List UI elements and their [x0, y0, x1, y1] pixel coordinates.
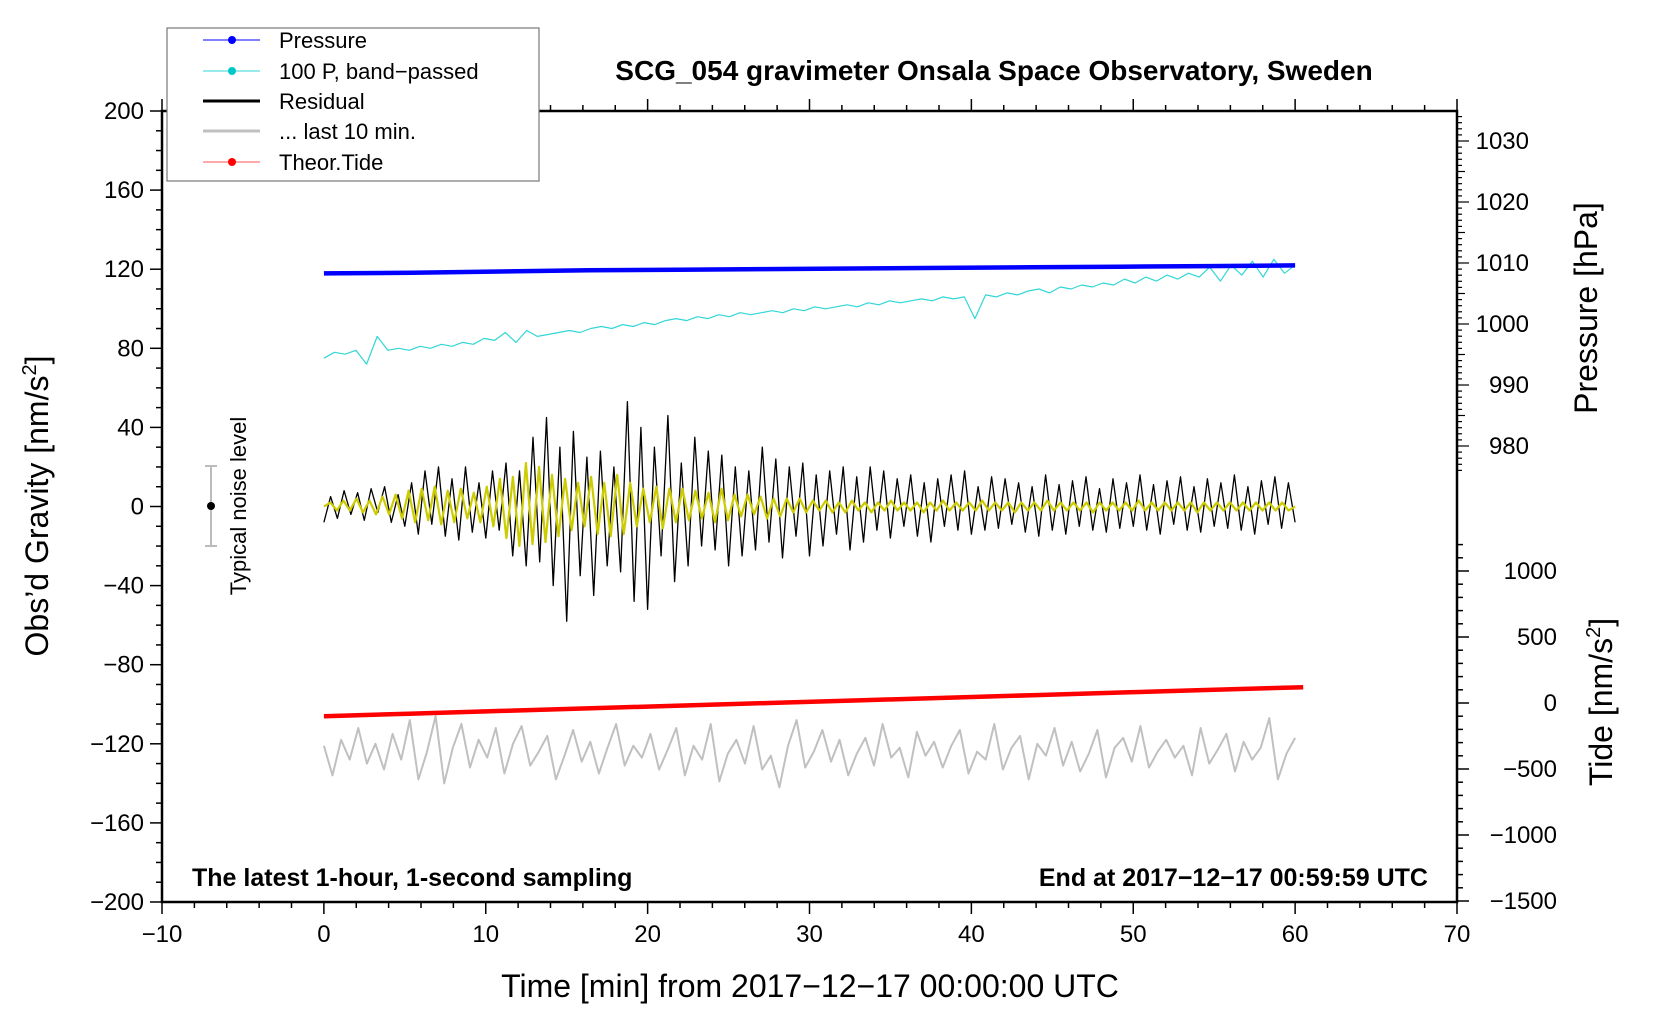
- tide-tick-label: 500: [1517, 624, 1557, 651]
- svg-text:100 P, band−passed: 100 P, band−passed: [279, 59, 479, 84]
- y-tick-label: −160: [90, 810, 144, 837]
- x-axis-label: Time [min] from 2017−12−17 00:00:00 UTC: [501, 968, 1119, 1004]
- noise-level-indicator: Typical noise level: [205, 417, 251, 596]
- y-tick-label: 40: [117, 414, 144, 441]
- last-10-min-line: [322, 715, 1296, 789]
- pressure-axis-label: Pressure [hPa]: [1568, 202, 1604, 414]
- legend-residual: Residual: [203, 89, 365, 114]
- tide-tick-label: −1500: [1490, 888, 1557, 915]
- pressure-tick-label: 980: [1489, 433, 1529, 460]
- tide-axis-label: Tide [nm/s2]: [1583, 618, 1619, 786]
- legend-theor-tide: Theor.Tide: [203, 150, 383, 175]
- svg-text:Theor.Tide: Theor.Tide: [279, 150, 383, 175]
- pressure-tick-label: 1030: [1476, 128, 1529, 155]
- series-group: [322, 258, 1304, 789]
- y-tick-label: 200: [104, 98, 144, 125]
- residual-line: [323, 401, 1296, 622]
- tide-tick-label: 0: [1544, 690, 1557, 717]
- legend-pressure: Pressure: [203, 28, 367, 53]
- x-tick-label: 70: [1444, 921, 1471, 948]
- x-tick-label: −10: [142, 921, 183, 948]
- residual-filtered-line: [323, 461, 1296, 548]
- x-tick-label: 0: [317, 921, 330, 948]
- y-tick-label: 0: [131, 494, 144, 521]
- theor-tide-line: [323, 684, 1304, 719]
- pressure-tick-label: 1010: [1476, 250, 1529, 277]
- axes: −10 0 10 20 30 40 50 60 7020016012080400−40−80−1…: [90, 98, 1557, 948]
- x-tick-label: 60: [1282, 921, 1309, 948]
- y-tick-label: −80: [103, 652, 144, 679]
- legend-bandpassed: 100 P, band−passed: [203, 59, 479, 84]
- annotation-right: End at 2017−12−17 00:59:59 UTC: [1039, 864, 1428, 892]
- y-tick-label: 120: [104, 256, 144, 283]
- y-tick-label: 80: [117, 335, 144, 362]
- y-tick-label: −40: [103, 573, 144, 600]
- bandpassed-pressure-line: [323, 258, 1296, 365]
- tide-tick-label: 1000: [1504, 558, 1557, 585]
- pressure-tick-label: 1000: [1476, 311, 1529, 338]
- noise-level-label: Typical noise level: [226, 417, 251, 596]
- x-tick-label: 30: [796, 921, 823, 948]
- svg-text:Residual: Residual: [279, 89, 365, 114]
- legend-last-10-min: ... last 10 min.: [203, 119, 416, 144]
- x-tick-label: 50: [1120, 921, 1147, 948]
- legend: Pressure 100 P, band−passed Residual ...…: [166, 27, 540, 182]
- svg-text:Pressure: Pressure: [279, 28, 367, 53]
- svg-text:... last 10 min.: ... last 10 min.: [279, 119, 416, 144]
- tide-tick-label: −1000: [1490, 822, 1557, 849]
- pressure-tick-label: 990: [1489, 372, 1529, 399]
- x-tick-label: 40: [958, 921, 985, 948]
- chart-title: SCG_054 gravimeter Onsala Space Observat…: [615, 55, 1372, 86]
- y-axis-label: Obs’d Gravity [nm/s2]: [19, 356, 55, 657]
- tide-tick-label: −500: [1503, 756, 1557, 783]
- y-tick-label: 160: [104, 177, 144, 204]
- pressure-tick-label: 1020: [1476, 189, 1529, 216]
- legend-box: [166, 27, 540, 182]
- annotation-left: The latest 1-hour, 1-second sampling: [192, 864, 632, 892]
- x-tick-label: 20: [634, 921, 661, 948]
- y-tick-label: −200: [90, 889, 144, 916]
- pressure-line: [323, 263, 1296, 276]
- y-tick-label: −120: [90, 731, 144, 758]
- x-tick-label: 10: [472, 921, 499, 948]
